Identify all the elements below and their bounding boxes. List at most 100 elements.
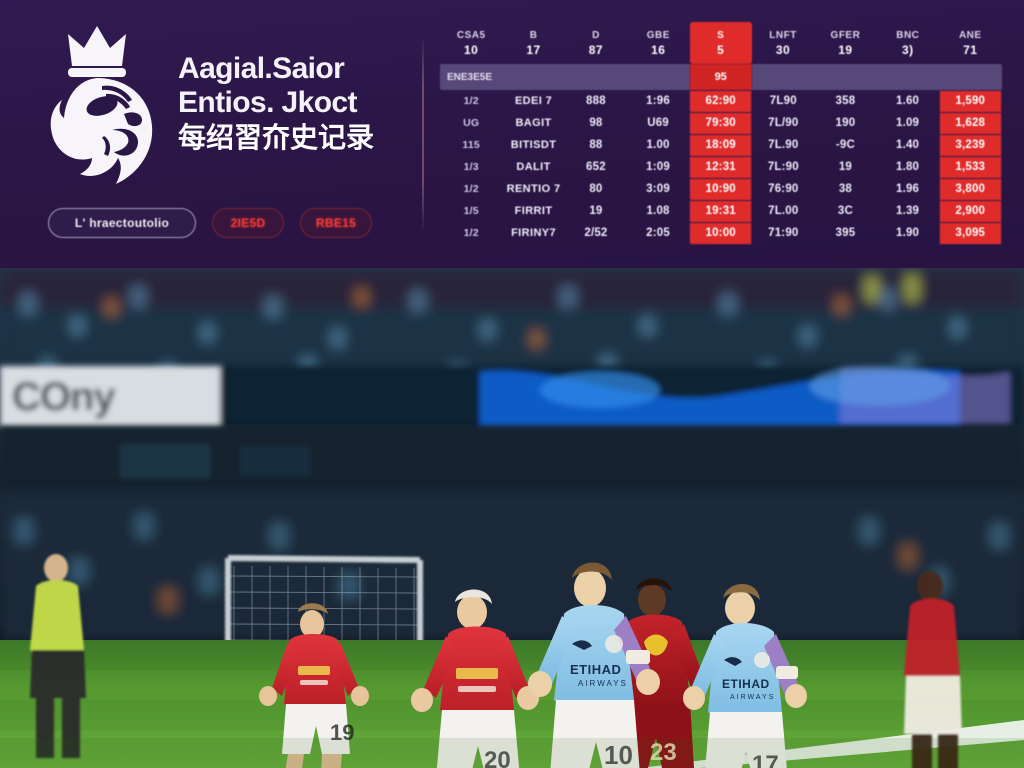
column-header-3[interactable]: GBE 16 bbox=[627, 22, 689, 64]
cell-c8: 1.80 bbox=[895, 161, 920, 173]
svg-text:17: 17 bbox=[752, 751, 779, 768]
cell-rank: UG bbox=[463, 117, 480, 129]
player-red-19: 19 bbox=[259, 603, 369, 768]
column-header-2[interactable]: D 87 bbox=[565, 22, 627, 64]
cell-name: FIRINY7 bbox=[511, 227, 557, 239]
column-header-2-top: D bbox=[592, 30, 600, 41]
svg-text:AIRWAYS: AIRWAYS bbox=[730, 694, 775, 701]
cell-c8: 1.90 bbox=[895, 227, 920, 239]
cell-highlight-total: 3,239 bbox=[938, 133, 1002, 157]
cell-rank: 1/2 bbox=[463, 227, 479, 239]
cell-c4: 1:09 bbox=[646, 161, 670, 173]
subheader-accent-value: 95 bbox=[689, 64, 752, 90]
cell-c7: 358 bbox=[835, 95, 856, 107]
cell-c7: 19 bbox=[838, 161, 853, 173]
cell-c7: -9C bbox=[835, 139, 855, 151]
stats-table-body: ENE3E5E 95 1/2 EDEI 7 888 1:96 62:90 7L9… bbox=[440, 64, 1002, 245]
column-header-4-bottom: 5 bbox=[717, 43, 725, 57]
player-hivis bbox=[30, 554, 86, 758]
cell-c3: 80 bbox=[589, 183, 603, 195]
cell-name: FIRRIT bbox=[514, 205, 553, 217]
column-header-5-bottom: 30 bbox=[775, 43, 791, 57]
cell-c3: 19 bbox=[589, 205, 603, 217]
column-header-1[interactable]: B 17 bbox=[502, 22, 564, 64]
cell-c8: 1.09 bbox=[895, 117, 920, 129]
column-header-7[interactable]: BNC 3) bbox=[877, 22, 939, 64]
cell-c4: 1.08 bbox=[646, 205, 670, 217]
cell-c6: 7L.90 bbox=[768, 139, 799, 151]
cell-c4: 1:96 bbox=[646, 95, 670, 107]
cell-c4: 2:05 bbox=[646, 227, 670, 239]
cell-c6: 7L.00 bbox=[768, 205, 799, 217]
cell-rank: 1/2 bbox=[463, 95, 479, 107]
svg-text:20: 20 bbox=[484, 747, 511, 768]
cell-c8: 1.39 bbox=[895, 205, 920, 217]
cell-highlight-total: 3,095 bbox=[938, 221, 1002, 245]
column-header-0-bottom: 10 bbox=[464, 43, 479, 57]
cell-c7: 395 bbox=[835, 227, 856, 239]
cell-c3: 652 bbox=[586, 161, 606, 173]
cell-c7: 3C bbox=[837, 205, 853, 217]
column-header-4-top: S bbox=[717, 30, 725, 41]
table-row[interactable]: 1/2 EDEI 7 888 1:96 62:90 7L90 358 1.60 … bbox=[440, 89, 1002, 113]
table-row[interactable]: 115 BITISDT 88 1.00 18:09 7L.90 -9C 1.40… bbox=[440, 133, 1002, 157]
table-row[interactable]: UG BAGIT 98 U69 79:30 7L/90 190 1.09 1,6… bbox=[440, 111, 1002, 135]
column-header-0-top: CSA5 bbox=[456, 30, 486, 41]
column-header-1-bottom: 17 bbox=[526, 43, 541, 57]
cell-c6: 76:90 bbox=[768, 183, 799, 195]
badge-row: L' hraectoutolio 2IE5D RBE15 bbox=[48, 208, 372, 238]
cell-c8: 1.96 bbox=[895, 183, 920, 195]
column-header-1-top: B bbox=[529, 30, 538, 41]
table-row[interactable]: 1/2 FIRINY7 2/52 2:05 10:00 71:90 395 1.… bbox=[440, 221, 1002, 245]
stats-header-row: CSA5 10 B 17 D 87 GBE 16 bbox=[440, 22, 1002, 64]
cell-c4: U69 bbox=[647, 117, 669, 129]
column-header-5-top: LNFT bbox=[769, 30, 797, 41]
player-red-far-right bbox=[904, 571, 962, 768]
cell-c7: 38 bbox=[838, 183, 853, 195]
column-header-0[interactable]: CSA5 10 bbox=[440, 22, 502, 64]
column-header-8-top: ANE bbox=[958, 30, 982, 41]
cell-c6: 7L/90 bbox=[768, 117, 799, 129]
cell-highlight-primary: 62:90 bbox=[688, 89, 753, 113]
cell-highlight-primary: 79:30 bbox=[688, 111, 753, 135]
column-header-8-bottom: 71 bbox=[963, 43, 978, 57]
cell-highlight-total: 2,900 bbox=[938, 199, 1002, 223]
table-row[interactable]: 1/3 DALIT 652 1:09 12:31 7L:90 19 1.80 1… bbox=[440, 155, 1002, 179]
svg-text:AIRWAYS: AIRWAYS bbox=[578, 679, 628, 688]
badge-primary[interactable]: L' hraectoutolio bbox=[48, 208, 196, 238]
cell-name: BITISDT bbox=[510, 139, 557, 151]
player-darkred-23: 23 bbox=[606, 578, 704, 768]
cell-rank: 1/5 bbox=[463, 205, 479, 217]
cell-name: RENTIO 7 bbox=[506, 183, 561, 195]
cell-highlight-total: 1,533 bbox=[938, 155, 1002, 179]
brand-block: Aagial.Saior Entios. Jkoct 每绍習夼史记录 L' hr… bbox=[0, 0, 422, 268]
cell-highlight-total: 1,590 bbox=[938, 89, 1002, 113]
column-header-7-bottom: 3) bbox=[901, 43, 914, 57]
column-header-6[interactable]: GFER 19 bbox=[814, 22, 876, 64]
column-header-4-selected[interactable]: S 5 bbox=[689, 22, 752, 64]
table-row[interactable]: 1/5 FIRRIT 19 1.08 19:31 7L.00 3C 1.39 2… bbox=[440, 199, 1002, 223]
cell-c4: 1.00 bbox=[646, 139, 670, 151]
badge-tertiary[interactable]: RBE15 bbox=[300, 208, 372, 238]
badge-secondary[interactable]: 2IE5D bbox=[212, 208, 284, 238]
column-header-6-top: GFER bbox=[830, 30, 861, 41]
cell-c4: 3:09 bbox=[646, 183, 670, 195]
cell-highlight-primary: 10:00 bbox=[688, 221, 753, 245]
column-header-8[interactable]: ANE 71 bbox=[939, 22, 1002, 64]
cell-highlight-total: 1,628 bbox=[938, 111, 1002, 135]
column-header-5[interactable]: LNFT 30 bbox=[752, 22, 814, 64]
cell-rank: 1/2 bbox=[463, 183, 479, 195]
svg-text:ETIHAD: ETIHAD bbox=[722, 677, 770, 691]
player-sky-17: ETIHAD AIRWAYS 17 bbox=[683, 584, 807, 768]
table-row[interactable]: 1/2 RENTIO 7 80 3:09 10:90 76:90 38 1.96… bbox=[440, 177, 1002, 201]
cell-name: DALIT bbox=[516, 161, 551, 173]
column-header-6-bottom: 19 bbox=[838, 43, 853, 57]
cell-c8: 1.40 bbox=[895, 139, 920, 151]
cell-highlight-primary: 12:31 bbox=[688, 155, 753, 179]
column-header-2-bottom: 87 bbox=[588, 43, 604, 57]
cell-highlight-total: 3,800 bbox=[938, 177, 1002, 201]
premier-league-lion-crest-icon bbox=[42, 22, 170, 192]
column-header-7-top: BNC bbox=[896, 30, 920, 41]
svg-text:COny: COny bbox=[12, 375, 116, 419]
